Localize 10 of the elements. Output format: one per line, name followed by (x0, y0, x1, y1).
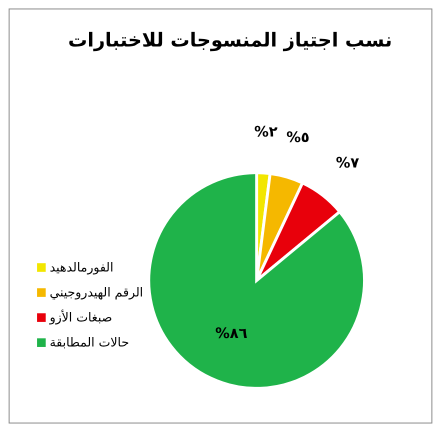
data-label: %٥ (286, 130, 310, 146)
data-label: %٢ (254, 124, 278, 140)
legend-label: الفورمالدهيد (50, 259, 114, 276)
pie-slice (147, 171, 366, 390)
data-label: %٨٦ (215, 326, 248, 342)
chart-title: نسب اجتياز المنسوجات للاختبارات (68, 28, 392, 52)
legend-label: حالات المطابقة (50, 334, 130, 350)
data-label: %٧ (336, 155, 360, 172)
legend-label: الرقم الهيدروجيني (50, 284, 144, 300)
legend-label: صبغات الأزو (48, 309, 112, 326)
